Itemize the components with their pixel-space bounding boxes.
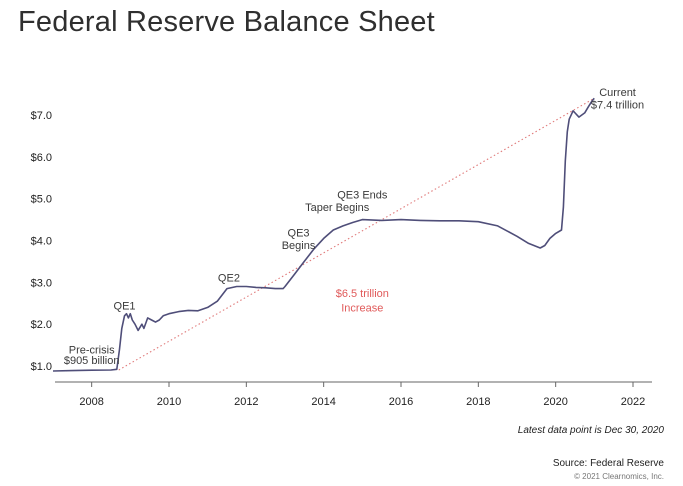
trend-layer <box>118 97 595 371</box>
x-tick-label: 2016 <box>389 396 413 408</box>
y-tick-label: $1.0 <box>31 361 52 373</box>
x-tick-label: 2010 <box>157 396 181 408</box>
x-tick-label: 2014 <box>311 396 335 408</box>
annotation-label: Current <box>599 87 636 99</box>
page-title: Federal Reserve Balance Sheet <box>18 6 435 38</box>
annotation-label: Begins <box>282 240 316 252</box>
annotation-label: $905 billion <box>64 355 120 367</box>
y-axis-labels: $1.0 $2.0 $3.0 $4.0 $5.0 $6.0 $7.0 <box>31 110 52 373</box>
series-layer <box>52 97 595 372</box>
latest-data-note: Latest data point is Dec 30, 2020 <box>517 425 664 436</box>
trend-line <box>118 97 595 371</box>
x-tick-label: 2012 <box>234 396 258 408</box>
y-tick-label: $2.0 <box>31 319 52 331</box>
x-tick-label: 2022 <box>621 396 645 408</box>
annotation-label: $6.5 trillion <box>336 288 389 300</box>
annotation-label: Taper Begins <box>305 202 370 214</box>
annotation-label: QE3 Ends <box>337 190 388 202</box>
x-axis: 2008 2010 2012 2014 2016 2018 2020 2022 <box>55 381 652 408</box>
copyright-label: © 2021 Clearnomics, Inc. <box>574 472 664 481</box>
x-tick-label: 2020 <box>543 396 567 408</box>
x-tick-label: 2008 <box>79 396 103 408</box>
y-tick-label: $5.0 <box>31 194 52 206</box>
annotation-label: QE3 <box>288 227 310 239</box>
annotation-label: QE1 <box>114 301 136 313</box>
y-tick-label: $4.0 <box>31 236 52 248</box>
annotation-label: QE2 <box>218 272 240 284</box>
series-line <box>52 97 595 372</box>
x-tick-label: 2018 <box>466 396 490 408</box>
y-tick-label: $7.0 <box>31 110 52 122</box>
annotation-label: $7.4 trillion <box>591 100 644 112</box>
y-tick-label: $3.0 <box>31 277 52 289</box>
annotation-label: Increase <box>341 303 383 315</box>
annotation-label: Pre-crisis <box>69 344 115 356</box>
source-label: Source: Federal Reserve <box>552 458 664 469</box>
y-tick-label: $6.0 <box>31 152 52 164</box>
